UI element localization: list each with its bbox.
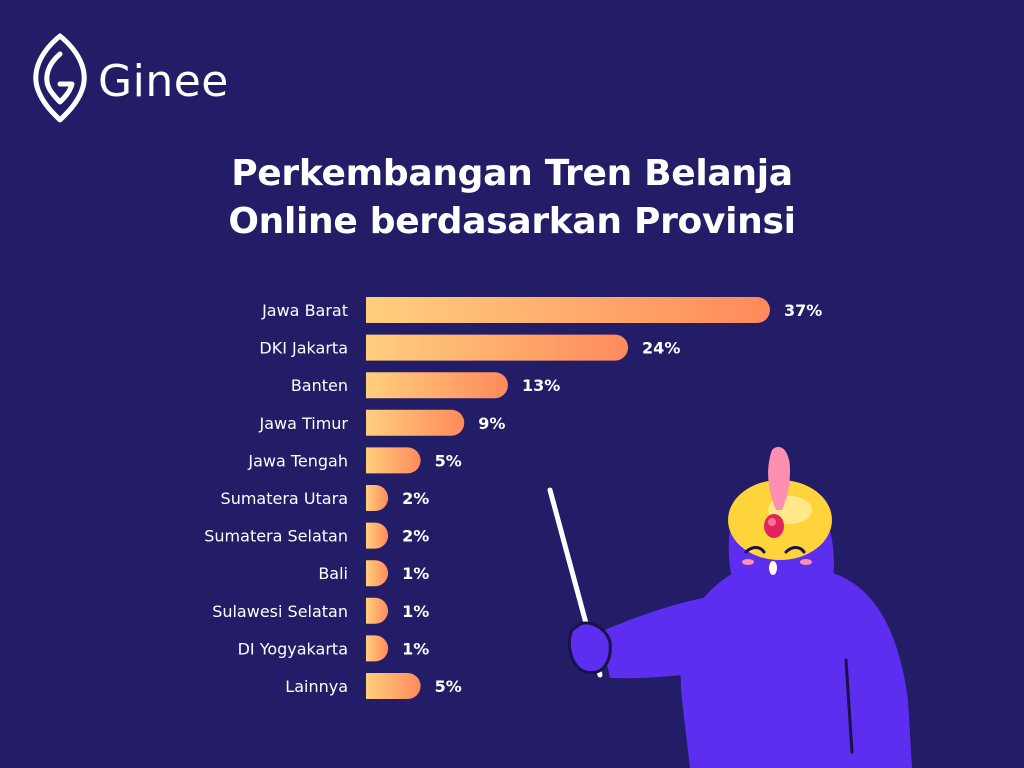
- chart-title-line-1: Perkembangan Tren Belanja: [231, 153, 793, 194]
- bar: [366, 485, 389, 511]
- chart-title: Perkembangan Tren Belanja Online berdasa…: [0, 150, 1024, 246]
- bar: [366, 409, 465, 436]
- value-label: 2%: [402, 489, 429, 508]
- value-label: 24%: [642, 339, 680, 358]
- category-label: Sulawesi Selatan: [212, 602, 348, 621]
- category-label: Sumatera Utara: [221, 489, 348, 508]
- bar: [366, 597, 389, 624]
- category-label: Bali: [318, 564, 348, 583]
- category-label: Jawa Timur: [258, 414, 348, 433]
- chart-title-line-2: Online berdasarkan Provinsi: [228, 201, 796, 242]
- bar: [366, 297, 770, 323]
- category-label: Jawa Tengah: [247, 451, 348, 470]
- value-label: 13%: [522, 376, 560, 395]
- bar: [366, 372, 508, 399]
- bar: [366, 635, 389, 662]
- value-label: 1%: [402, 564, 429, 583]
- category-label: Banten: [291, 376, 348, 395]
- category-label: Sumatera Selatan: [204, 527, 348, 546]
- value-label: 2%: [402, 527, 429, 546]
- value-label: 5%: [435, 677, 462, 696]
- value-label: 5%: [435, 451, 462, 470]
- bar: [366, 673, 421, 700]
- brand-logo: Ginee: [28, 32, 268, 124]
- value-label: 37%: [784, 301, 822, 320]
- category-label: DKI Jakarta: [259, 339, 348, 358]
- brand-name: Ginee: [98, 56, 229, 107]
- bar: [366, 334, 629, 361]
- bar: [366, 447, 421, 474]
- category-label: Lainnya: [285, 677, 348, 696]
- category-label: DI Yogyakarta: [238, 639, 348, 658]
- bar: [366, 560, 389, 587]
- category-label: Jawa Barat: [261, 301, 348, 320]
- value-label: 9%: [478, 414, 505, 433]
- value-label: 1%: [402, 602, 429, 621]
- ginee-leaf-logo-icon: [33, 33, 87, 123]
- value-label: 1%: [402, 639, 429, 658]
- bar: [366, 522, 389, 549]
